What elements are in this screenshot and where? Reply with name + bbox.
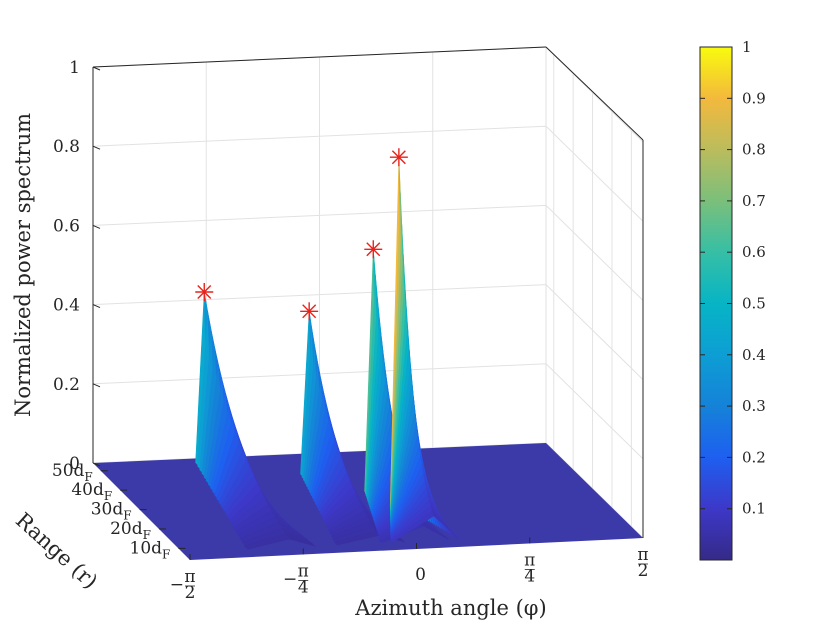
azimuth-axis-title: Azimuth angle (φ) [354, 596, 546, 620]
z-tick-label: 0.4 [53, 296, 80, 316]
colorbar: 0.1 0.2 0.3 0.4 0.5 0.6 0.7 0.8 0.9 1 [699, 38, 766, 561]
range-tick-label: 20dF [110, 519, 151, 542]
range-tick-label: 40dF [71, 480, 112, 503]
colorbar-tick-label: 0.8 [742, 141, 766, 159]
z-tick-mark [92, 304, 101, 309]
svg-text:−: − [283, 570, 297, 590]
svg-text:2: 2 [638, 561, 649, 581]
range-tick-label: 30dF [91, 500, 132, 523]
svg-text:4: 4 [524, 567, 535, 587]
z-tick-label: 0 [69, 454, 80, 474]
z-tick-label: 0.8 [53, 137, 80, 157]
peak-marker-1 [300, 302, 319, 321]
azimuth-tick-label: π4 [524, 551, 535, 587]
z-tick-mark [92, 462, 101, 467]
z-tick-mark [92, 66, 101, 71]
svg-text:4: 4 [298, 578, 309, 598]
peak-marker-0 [195, 282, 214, 301]
svg-text:−: − [170, 575, 184, 595]
colorbar-tick-label: 0.2 [742, 448, 766, 466]
colorbar-tick-label: 0.4 [742, 346, 766, 364]
colorbar-tick-label: 0.5 [742, 295, 766, 313]
colorbar-gradient [699, 46, 733, 561]
svg-text:π: π [524, 551, 535, 571]
peak-markers [195, 148, 408, 321]
colorbar-tick-label: 0.7 [742, 192, 766, 210]
z-tick-label: 0.2 [53, 375, 80, 395]
azimuth-tick-label: 0 [415, 565, 426, 585]
colorbar-tick-label: 0.9 [742, 89, 766, 107]
axes-edges [92, 46, 644, 538]
ridge-3 [389, 157, 460, 543]
colorbar-tick-label: 1 [742, 38, 752, 56]
z-axis-ticks: 0 0.2 0.4 0.6 0.8 1 [53, 58, 101, 474]
ridge-0 [195, 291, 316, 550]
colorbar-tick-label: 0.1 [742, 500, 766, 518]
colorbar-tick-label: 0.3 [742, 397, 766, 415]
svg-text:π: π [637, 545, 648, 565]
azimuth-tick-label: − π4 [283, 562, 309, 598]
peak-marker-3 [389, 148, 408, 167]
range-tick-label: 50dF [52, 461, 93, 484]
surface-plot [93, 157, 643, 560]
ridge-1 [300, 311, 406, 546]
svg-text:0: 0 [415, 565, 426, 585]
colorbar-tick-label: 0.6 [742, 243, 766, 261]
z-tick-mark [92, 383, 101, 388]
range-tick-label: 10dF [130, 538, 171, 561]
peak-marker-2 [364, 240, 383, 259]
z-tick-label: 1 [69, 58, 80, 78]
z-tick-label: 0.6 [53, 216, 80, 236]
z-axis-title: Normalized power spectrum [11, 113, 35, 417]
svg-text:π: π [184, 567, 195, 587]
svg-text:π: π [298, 562, 309, 582]
z-tick-mark [92, 145, 101, 150]
azimuth-tick-label: π2 [637, 545, 648, 581]
azimuth-tick-label: − π2 [170, 567, 196, 603]
z-tick-mark [92, 224, 101, 229]
range-axis-title: Range (r) [11, 508, 102, 594]
svg-text:2: 2 [185, 583, 196, 603]
